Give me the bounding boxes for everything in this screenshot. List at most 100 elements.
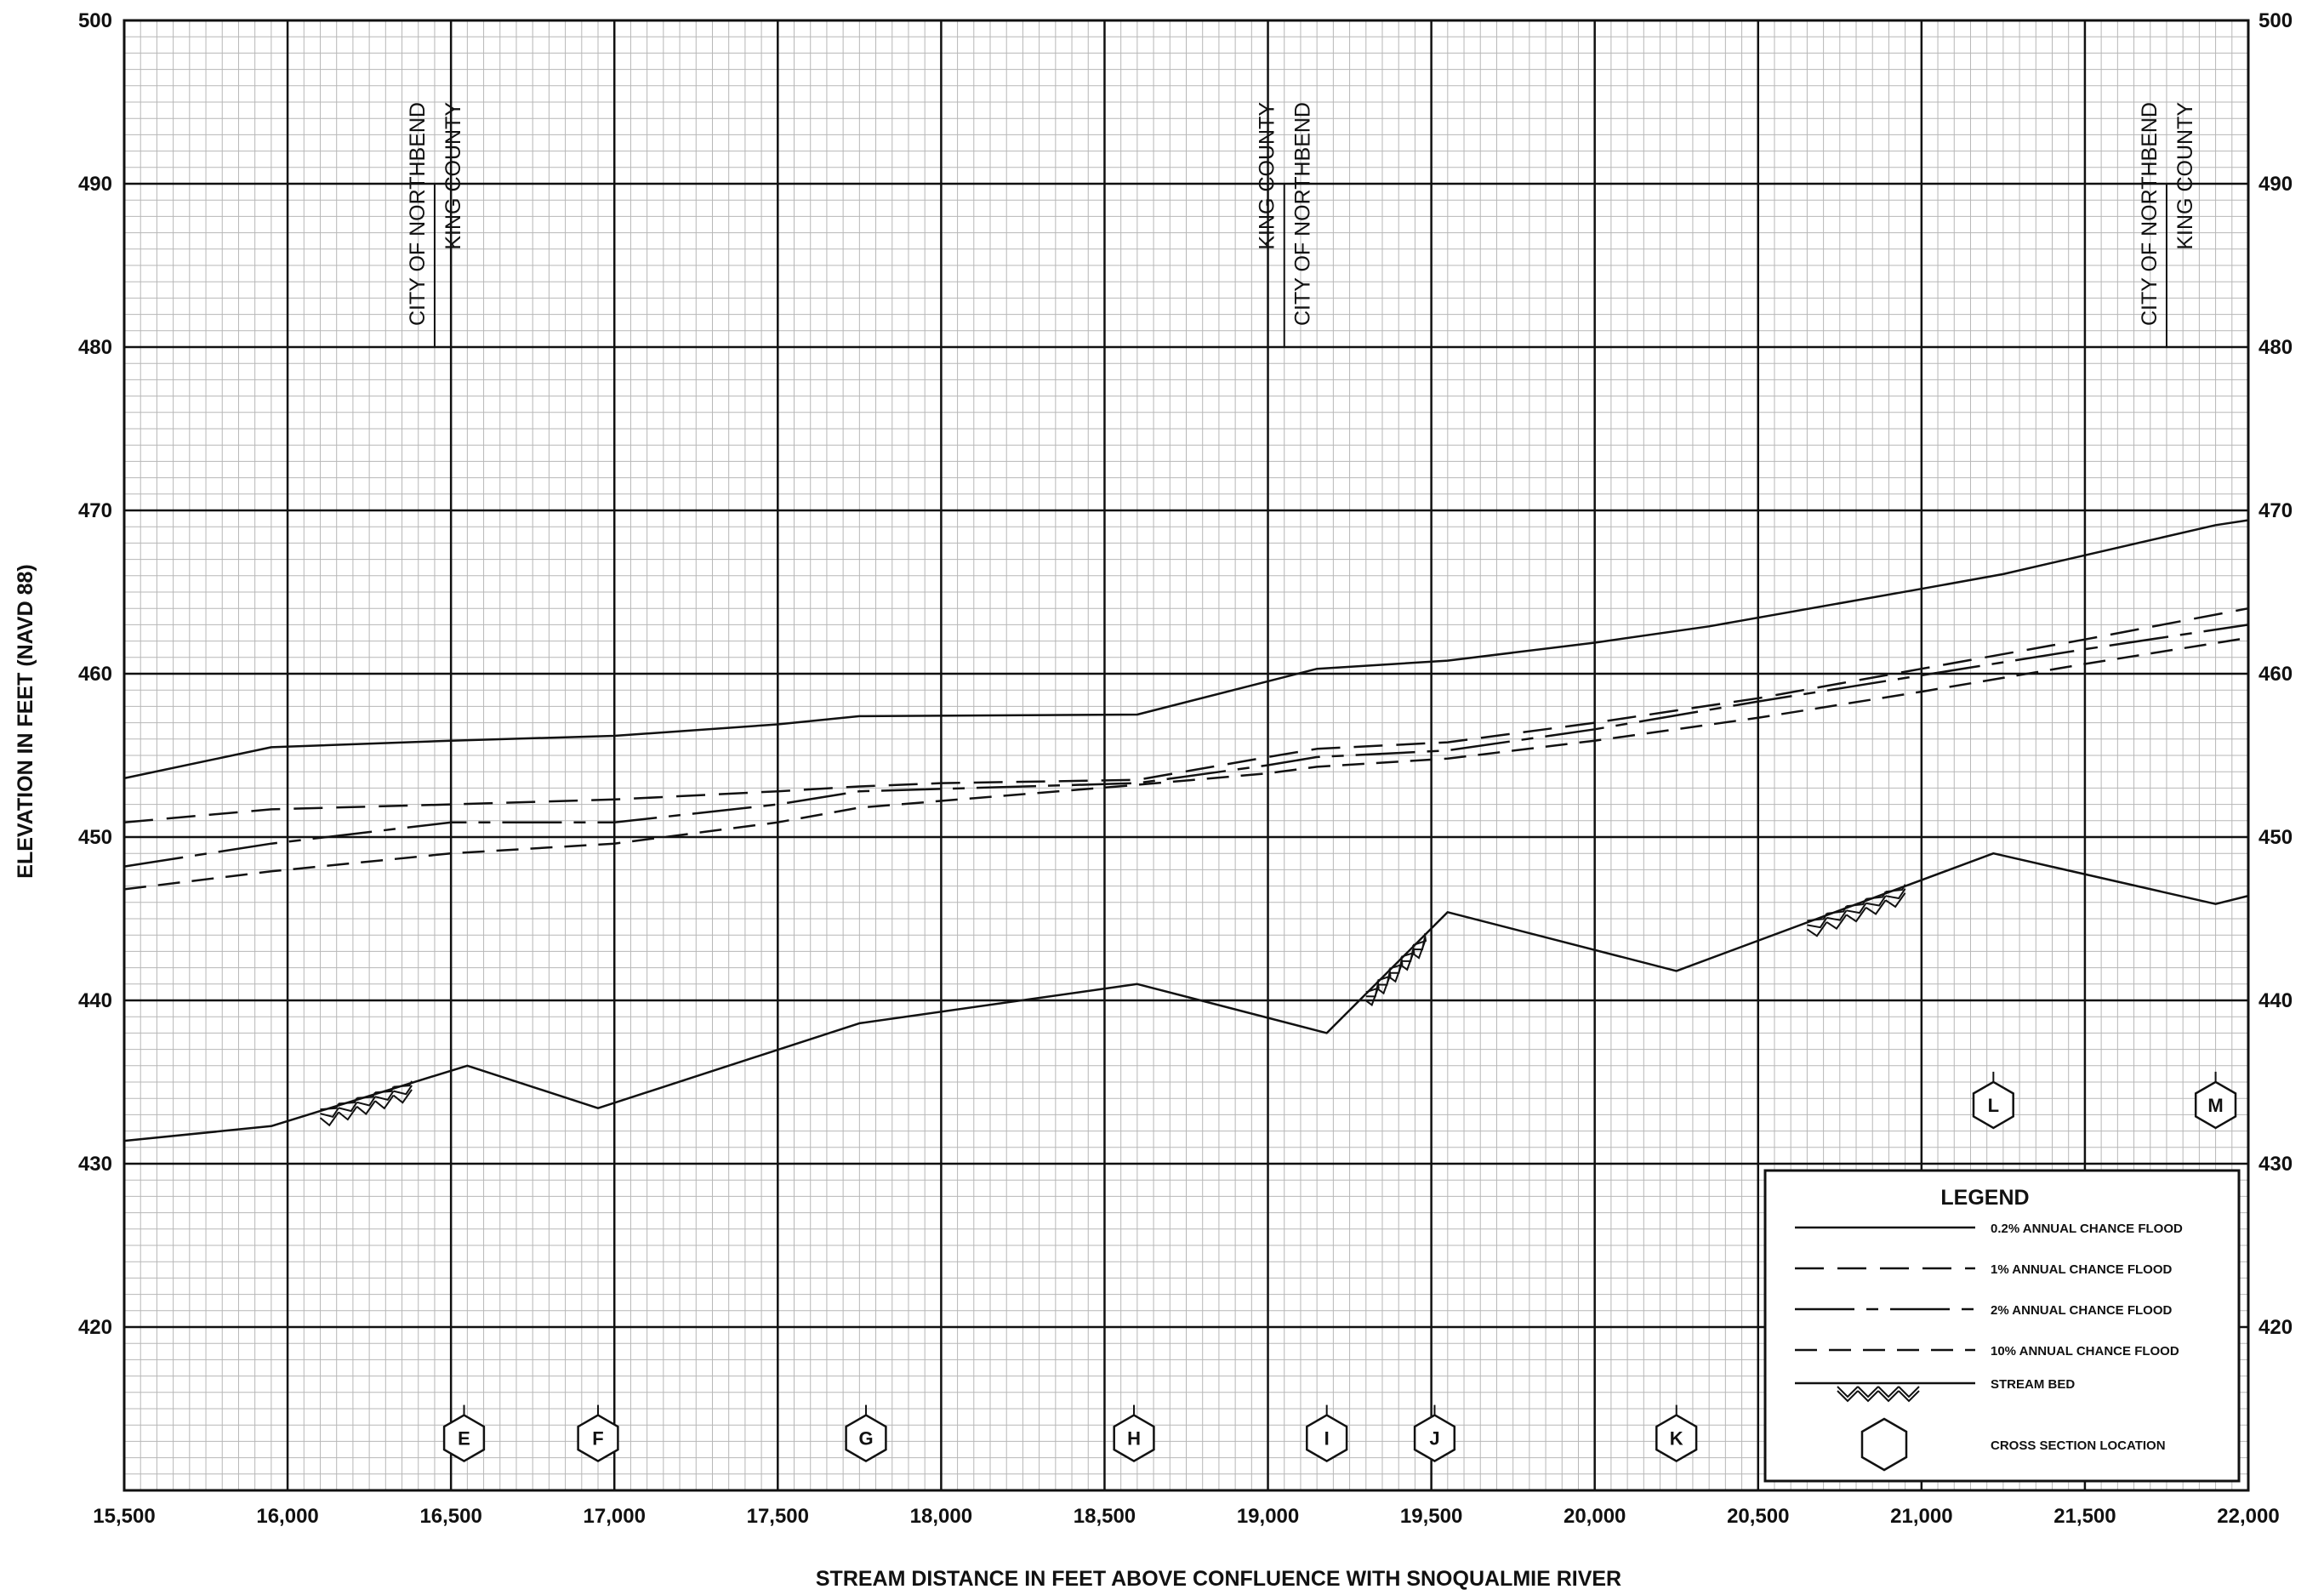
boundary-label-left: CITY OF NORTHBEND [2138, 102, 2162, 326]
cross-section-hexagon [1113, 1414, 1155, 1463]
stream-bed-hatch [319, 1111, 339, 1127]
legend-item-label: 2% ANNUAL CHANCE FLOOD [1991, 1303, 2173, 1318]
stream-bed-hatch [393, 1080, 413, 1088]
legend-item-label: 10% ANNUAL CHANCE FLOOD [1991, 1344, 2179, 1359]
stream-bed-hatch [1365, 980, 1380, 994]
stream-bed-hatch [374, 1086, 395, 1094]
stream-bed-hatch [1807, 913, 1828, 922]
cross-section-hexagon [1972, 1080, 2014, 1130]
boundary-label-right: KING COUNTY [441, 102, 465, 250]
y-axis-title: ELEVATION IN FEET (NAVD 88) [14, 564, 37, 878]
stream-bed-hatch [1377, 968, 1392, 982]
y-tick-label-left: 460 [78, 663, 112, 686]
cross-section-label: G [858, 1428, 873, 1450]
x-tick-label: 15,500 [93, 1505, 155, 1528]
stream-bed-hatch [1865, 891, 1887, 900]
stream-bed-hatch [374, 1095, 395, 1110]
y-tick-label-right: 460 [2258, 663, 2293, 686]
stream-bed-hatch [338, 1097, 358, 1105]
stream-bed-hatch [1845, 907, 1867, 923]
stream-bed-hatch [1826, 909, 1848, 921]
cross-section-label: J [1429, 1428, 1439, 1450]
legend-symbol-streambed-hatch [1857, 1390, 1879, 1403]
stream-bed-hatch [374, 1091, 395, 1102]
boundary-label-left: CITY OF NORTHBEND [406, 102, 430, 326]
stream-bed-hatch [1885, 892, 1906, 909]
x-tick-label: 16,500 [419, 1505, 481, 1528]
stream-bed-hatch [392, 1089, 413, 1104]
series-10-annual-chance-flood [123, 636, 2249, 891]
cross-section-markers: E F G H I J K L M [442, 1071, 2237, 1463]
y-tick-label-left: 470 [78, 499, 112, 522]
x-tick-label: 19,000 [1237, 1505, 1299, 1528]
axis-tick-labels: 15,500 16,000 16,500 17,000 17,500 18,000 18,5… [78, 9, 2293, 1528]
cross-section-label: F [592, 1428, 603, 1450]
stream-bed-hatch [356, 1096, 376, 1107]
y-tick-label-right: 430 [2258, 1153, 2293, 1176]
stream-bed-hatch [1400, 944, 1415, 958]
y-tick-label-left: 480 [78, 336, 112, 359]
stream-bed-hatch [1826, 914, 1848, 930]
legend-title: LEGEND [1940, 1186, 2029, 1210]
x-axis-title: STREAM DISTANCE IN FEET ABOVE CONFLUENCE… [816, 1567, 1621, 1591]
legend-symbol-hexagon [1860, 1417, 1908, 1472]
major-grid [124, 20, 2248, 1490]
legend-item-label: CROSS SECTION LOCATION [1991, 1438, 2166, 1453]
cross-section-label: M [2207, 1095, 2223, 1116]
legend-box [1763, 1169, 2241, 1483]
x-tick-label: 17,000 [584, 1505, 646, 1528]
y-tick-label-left: 430 [78, 1153, 112, 1176]
legend-item-label: 0.2% ANNUAL CHANCE FLOOD [1991, 1222, 2183, 1236]
legend-item-label: STREAM BED [1991, 1377, 2075, 1392]
stream-bed-hatches [319, 884, 1906, 1127]
boundary-label-left: KING COUNTY [1256, 102, 1279, 250]
stream-bed-hatch [1807, 917, 1828, 929]
x-tick-label: 17,500 [747, 1505, 809, 1528]
stream-bed-hatch [1389, 956, 1404, 970]
stream-bed-hatch [1806, 921, 1828, 937]
series-0-2-annual-chance-flood [123, 519, 2249, 780]
stream-bed-hatch [338, 1106, 358, 1121]
x-tick-label: 20,500 [1727, 1505, 1789, 1528]
cross-section-hexagon [1655, 1414, 1698, 1463]
cross-section-hexagon [845, 1414, 887, 1463]
y-tick-label-left: 440 [78, 989, 112, 1012]
boundary-label-right: KING COUNTY [2173, 102, 2197, 250]
legend-symbol-streambed-hatch [1837, 1390, 1859, 1403]
cross-section-hexagon [577, 1414, 619, 1463]
x-tick-label: 18,500 [1074, 1505, 1136, 1528]
y-tick-label-left: 420 [78, 1316, 112, 1339]
y-tick-label-right: 480 [2258, 336, 2293, 359]
legend-symbol-streambed-hatch [1877, 1386, 1900, 1398]
series-1-annual-chance-flood [123, 607, 2249, 823]
y-tick-label-right: 470 [2258, 499, 2293, 522]
y-tick-label-right: 440 [2258, 989, 2293, 1012]
stream-bed-hatch [1865, 895, 1887, 907]
stream-bed-hatch [1865, 899, 1887, 915]
boundary-label-right: CITY OF NORTHBEND [1291, 102, 1315, 326]
y-tick-label-left: 500 [78, 9, 112, 32]
x-tick-label: 16,000 [256, 1505, 318, 1528]
x-tick-label: 19,500 [1400, 1505, 1462, 1528]
stream-bed-hatch [1885, 884, 1906, 893]
y-tick-label-right: 420 [2258, 1316, 2293, 1339]
y-tick-label-right: 500 [2258, 9, 2293, 32]
series-2-annual-chance-flood [123, 624, 2249, 868]
y-tick-label-right: 490 [2258, 173, 2293, 196]
legend-symbol-streambed-hatch [1837, 1386, 1859, 1398]
x-tick-label: 21,500 [2053, 1505, 2116, 1528]
y-tick-label-left: 450 [78, 826, 112, 849]
cross-section-hexagon [1413, 1414, 1456, 1463]
cross-section-label: E [458, 1428, 470, 1450]
stream-bed-hatch [356, 1100, 376, 1115]
x-tick-label: 20,000 [1564, 1505, 1626, 1528]
x-tick-label: 21,000 [1890, 1505, 1952, 1528]
stream-bed-hatch [338, 1102, 358, 1113]
series-stream-bed [123, 852, 2249, 1142]
cross-section-hexagon [2194, 1080, 2237, 1130]
stream-bed-hatch [393, 1085, 413, 1096]
cross-section-hexagon [1306, 1414, 1348, 1463]
stream-bed-hatch [1846, 898, 1867, 908]
legend-symbol-streambed-hatch [1898, 1386, 1920, 1398]
